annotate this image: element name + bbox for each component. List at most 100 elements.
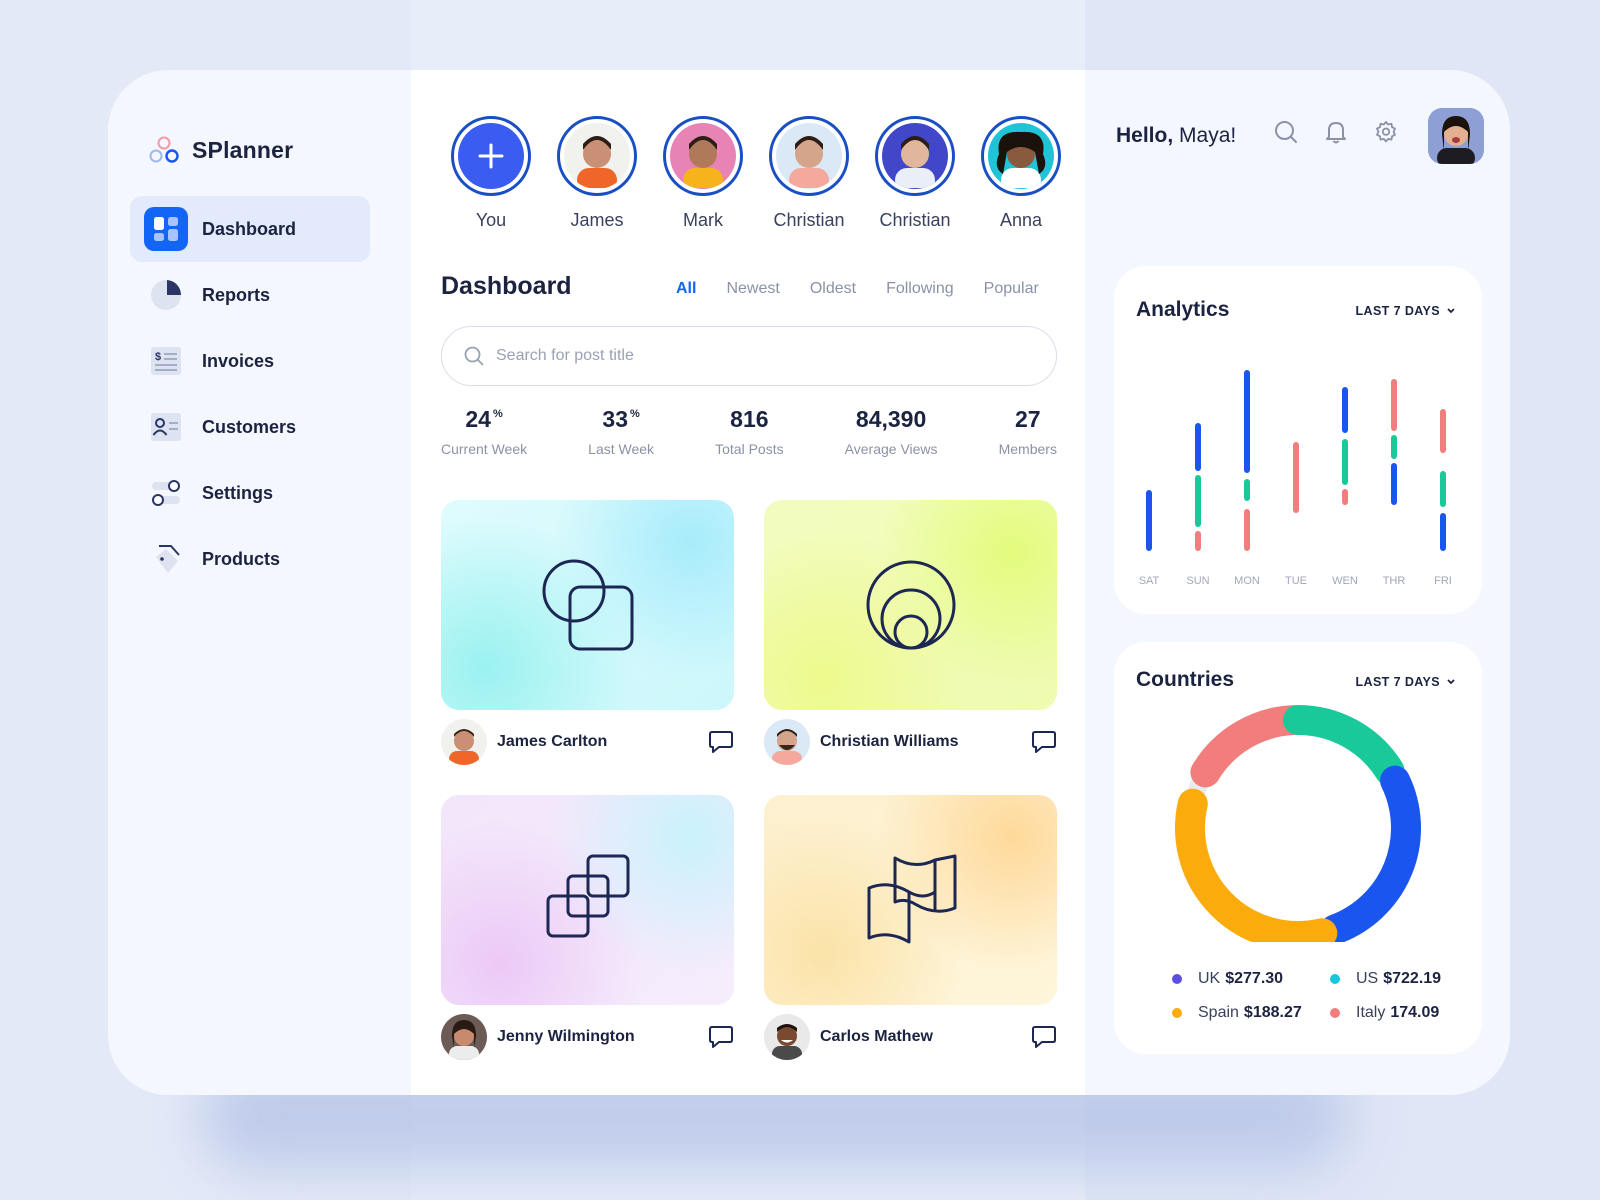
stat-current-week: 24% Current Week <box>441 406 527 457</box>
search-bar <box>441 326 1057 386</box>
tag-icon <box>144 537 188 581</box>
stat-last-week: 33% Last Week <box>588 406 654 457</box>
analytics-card: Analytics LAST 7 DAYS SAT SUN MON TUE WEN THR… <box>1114 266 1482 614</box>
donut-segment-2 <box>1319 765 1421 942</box>
greeting: Hello, Maya! <box>1116 124 1236 148</box>
x-tick-label: THR <box>1383 575 1406 587</box>
tab-all[interactable]: All <box>676 280 697 297</box>
story-ring[interactable] <box>557 116 637 196</box>
chevron-down-icon <box>1447 679 1455 685</box>
post-author[interactable]: James Carlton <box>497 733 608 750</box>
stories-row: You James Mark Christian Christian Anna <box>438 116 1074 231</box>
tab-newest[interactable]: Newest <box>726 280 780 297</box>
tab-following[interactable]: Following <box>886 280 954 297</box>
legend-item-italy: Italy 174.09 <box>1330 1004 1470 1022</box>
countries-legend: UK $277.30 US $722.19 Spain $188.27 Italy 17… <box>1172 970 1462 1022</box>
post-image[interactable] <box>441 795 734 1005</box>
sidebar-item-products[interactable]: Products <box>130 526 370 592</box>
bell-icon[interactable] <box>1324 120 1348 144</box>
avatar[interactable] <box>764 719 810 765</box>
story-2[interactable]: Mark <box>650 116 756 231</box>
search-input[interactable] <box>496 347 996 365</box>
gear-icon[interactable] <box>1374 120 1398 144</box>
story-4[interactable]: Christian <box>862 116 968 231</box>
range-label: LAST 7 DAYS <box>1355 675 1440 689</box>
avatar[interactable] <box>441 719 487 765</box>
comment-icon[interactable] <box>708 1025 734 1049</box>
card-title: Analytics <box>1136 298 1230 321</box>
story-1[interactable]: James <box>544 116 650 231</box>
dashboard-icon <box>144 207 188 251</box>
countries-card: Countries LAST 7 DAYS UK $277.30 US $722.1… <box>1114 642 1482 1054</box>
post-card[interactable]: Christian Williams <box>764 500 1057 766</box>
story-ring[interactable] <box>451 116 531 196</box>
stat-unit: % <box>492 408 503 420</box>
x-tick-label: WEN <box>1332 575 1358 587</box>
stat-label: Members <box>998 441 1057 457</box>
sidebar-item-settings[interactable]: Settings <box>130 460 370 526</box>
legend-value: $188.27 <box>1243 1004 1302 1021</box>
story-name: Christian <box>773 210 845 230</box>
range-label: LAST 7 DAYS <box>1355 304 1440 318</box>
legend-item-spain: Spain $188.27 <box>1172 1004 1330 1022</box>
sidebar-item-customers[interactable]: Customers <box>130 394 370 460</box>
stat-value: 33 <box>602 406 629 432</box>
story-name: James <box>570 210 624 230</box>
story-5[interactable]: Anna <box>968 116 1074 231</box>
story-name: You <box>475 210 507 230</box>
sidebar-item-reports[interactable]: Reports <box>130 262 370 328</box>
post-image[interactable] <box>764 500 1057 710</box>
user-avatar[interactable] <box>1428 108 1484 164</box>
story-name: Mark <box>683 210 723 230</box>
tab-oldest[interactable]: Oldest <box>809 280 857 297</box>
stat-value: 84,390 <box>855 406 927 432</box>
sidebar-item-invoices[interactable]: $ Invoices <box>130 328 370 394</box>
app-logo[interactable]: SPlanner <box>148 134 293 166</box>
stat-members: 27 Members <box>999 406 1057 457</box>
search-icon[interactable] <box>1274 120 1298 144</box>
post-image[interactable] <box>764 795 1057 1005</box>
avatar[interactable] <box>441 1014 487 1060</box>
pie-chart-icon <box>144 273 188 317</box>
story-name: Christian <box>879 210 951 230</box>
x-tick-label: TUE <box>1285 575 1307 587</box>
stat-value: 816 <box>730 406 769 432</box>
story-ring[interactable] <box>769 116 849 196</box>
range-dropdown[interactable]: LAST 7 DAYS <box>1355 304 1456 318</box>
story-ring[interactable] <box>981 116 1061 196</box>
svg-text:$: $ <box>155 351 161 363</box>
tab-popular[interactable]: Popular <box>983 280 1039 297</box>
post-author[interactable]: Jenny Wilmington <box>497 1028 635 1045</box>
comment-icon[interactable] <box>1031 730 1057 754</box>
search-icon <box>464 346 484 366</box>
sidebar-item-dashboard[interactable]: Dashboard <box>130 196 370 262</box>
stat-unit: % <box>630 408 640 420</box>
x-tick-label: SUN <box>1186 575 1209 587</box>
stat-value: 27 <box>1014 406 1041 432</box>
story-ring[interactable] <box>875 116 955 196</box>
sidebar-item-label: Reports <box>202 284 271 305</box>
overlapping-circle-square-icon <box>542 559 633 651</box>
story-0[interactable]: You <box>438 116 544 231</box>
avatar[interactable] <box>764 1014 810 1060</box>
post-card[interactable]: James Carlton <box>441 500 734 766</box>
sidebar-item-label: Customers <box>202 416 297 437</box>
post-image[interactable] <box>441 500 734 710</box>
x-tick-label: FRI <box>1434 575 1452 587</box>
stat-total-posts: 816 Total Posts <box>715 406 783 457</box>
comment-icon[interactable] <box>1031 1025 1057 1049</box>
post-author[interactable]: Carlos Mathew <box>820 1028 933 1045</box>
legend-value: $722.19 <box>1383 970 1442 987</box>
stat-value: 24 <box>465 406 491 432</box>
range-dropdown[interactable]: LAST 7 DAYS <box>1355 675 1456 689</box>
comment-icon[interactable] <box>708 730 734 754</box>
post-card[interactable]: Carlos Mathew <box>764 795 1057 1061</box>
x-tick-label: MON <box>1234 575 1260 587</box>
legend-item-uk: UK $277.30 <box>1172 970 1330 988</box>
app-name: SPlanner <box>192 136 294 163</box>
story-3[interactable]: Christian <box>756 116 862 231</box>
post-author[interactable]: Christian Williams <box>820 733 959 750</box>
post-card[interactable]: Jenny Wilmington <box>441 795 734 1061</box>
story-ring[interactable] <box>663 116 743 196</box>
legend-dot <box>1172 974 1182 984</box>
